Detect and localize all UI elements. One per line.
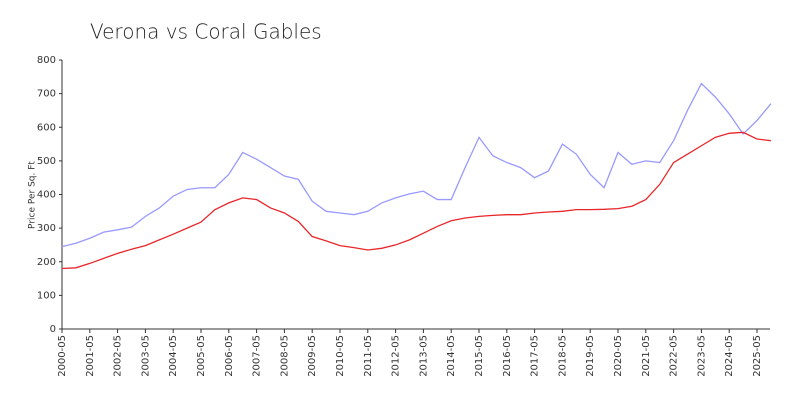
x-tick-label: 2020-05 [613, 335, 624, 377]
y-tick-label: 100 [37, 290, 56, 301]
x-tick-label: 2012-05 [391, 335, 402, 377]
y-tick-label: 600 [37, 122, 56, 133]
x-tick-label: 2015-05 [474, 335, 485, 377]
x-tick-label: 2008-05 [279, 335, 290, 377]
x-tick-label: 2016-05 [502, 335, 513, 377]
x-tick-label: 2025-05 [752, 335, 763, 377]
x-tick-label: 2001-05 [85, 335, 96, 377]
x-tick-label: 2005-05 [196, 335, 207, 377]
x-tick-label: 2000-05 [57, 335, 68, 377]
y-axis-label: Price Per Sq. Ft [28, 161, 38, 229]
x-tick-label: 2018-05 [557, 335, 568, 377]
y-tick-label: 200 [37, 257, 56, 268]
y-tick-label: 300 [37, 223, 56, 234]
x-tick-label: 2010-05 [335, 335, 346, 377]
x-tick-label: 2013-05 [418, 335, 429, 377]
y-tick-label: 700 [37, 89, 56, 100]
series-line [61, 131, 771, 270]
series-line [61, 82, 772, 248]
x-tick-label: 2003-05 [140, 335, 151, 377]
x-tick-label: 2019-05 [585, 335, 596, 377]
y-tick-label: 800 [37, 55, 56, 66]
y-tick-label: 500 [37, 156, 56, 167]
x-tick-label: 2004-05 [168, 335, 179, 377]
x-tick-label: 2014-05 [446, 335, 457, 377]
x-tick-label: 2006-05 [224, 335, 235, 377]
x-tick-label: 2024-05 [724, 335, 735, 377]
chart-title: Verona vs Coral Gables [90, 20, 322, 44]
x-tick-label: 2023-05 [696, 335, 707, 377]
x-tick-label: 2007-05 [252, 335, 263, 377]
x-tick-label: 2021-05 [641, 335, 652, 377]
x-tick-label: 2002-05 [113, 335, 124, 377]
x-tick-label: 2009-05 [307, 335, 318, 377]
y-tick-label: 400 [37, 190, 56, 201]
x-tick-label: 2022-05 [669, 335, 680, 377]
y-tick-label: 0 [50, 324, 56, 335]
x-tick-label: 2011-05 [363, 335, 374, 377]
x-tick-label: 2017-05 [530, 335, 541, 377]
